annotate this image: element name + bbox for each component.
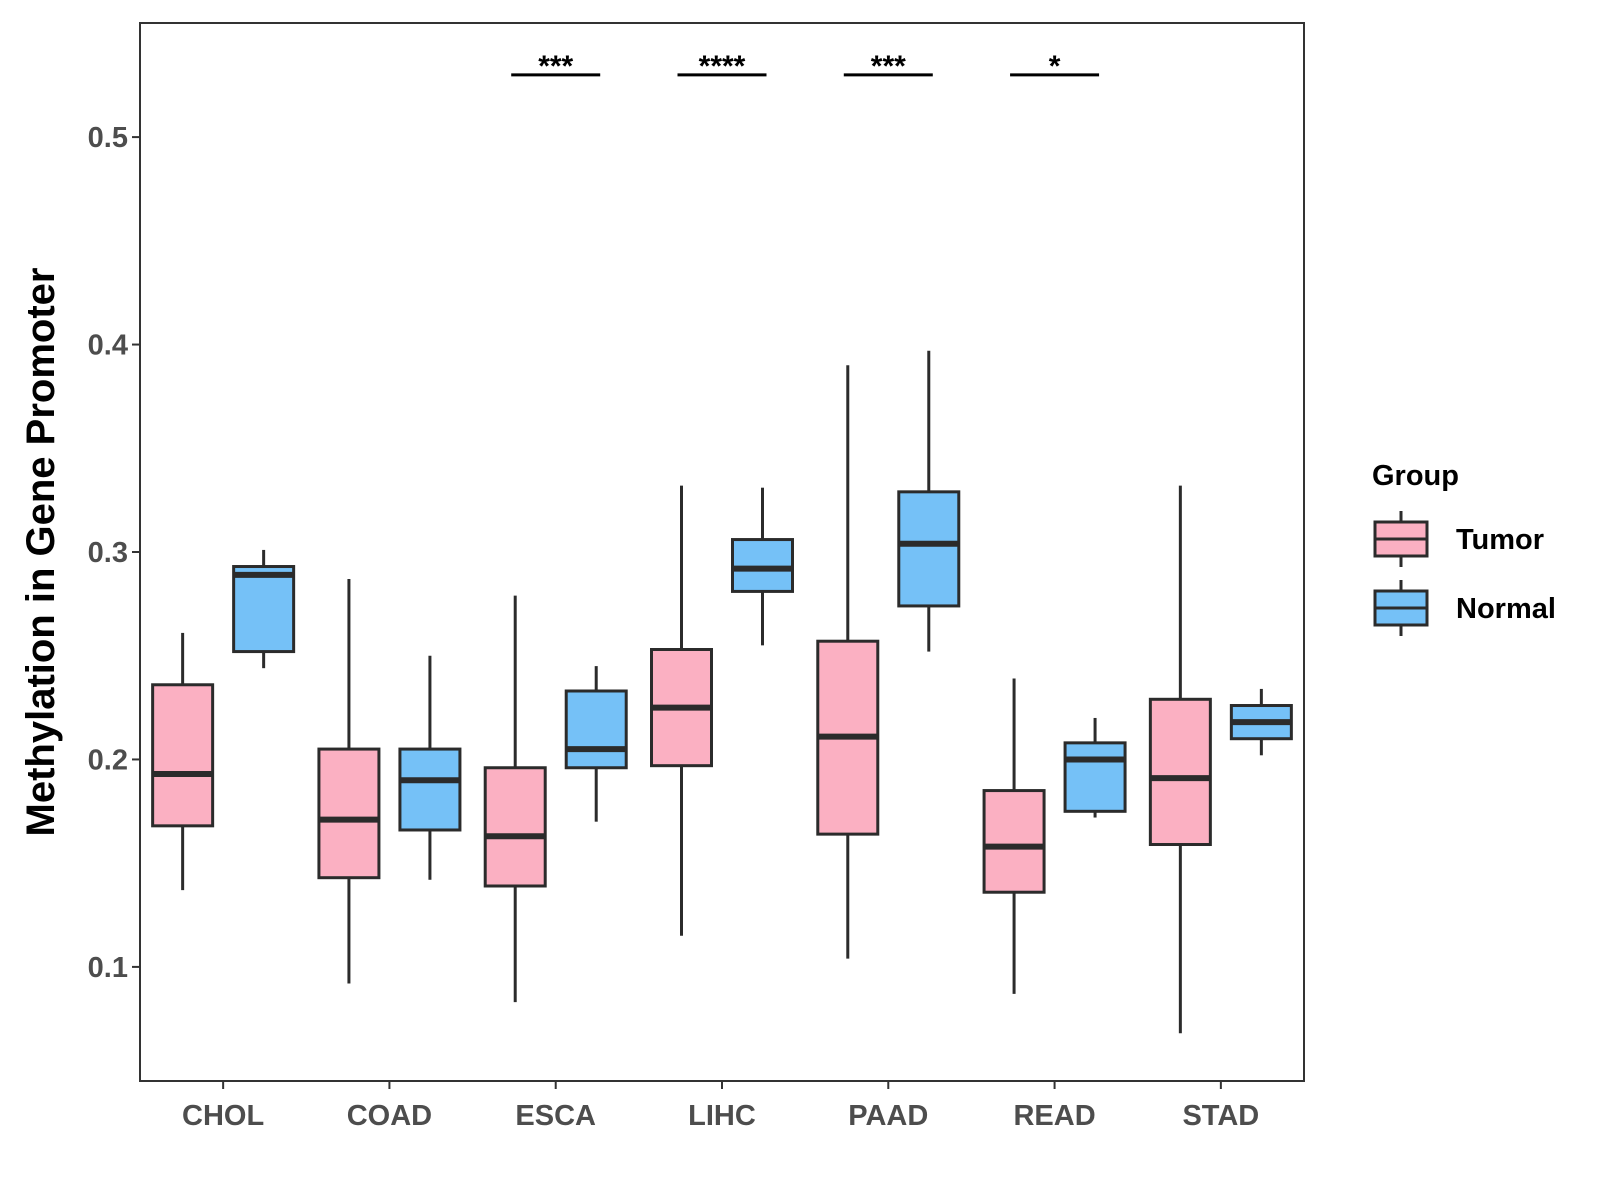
box-normal-coad [398, 655, 462, 880]
x-tick-label: READ [1013, 1100, 1095, 1132]
box-tumor-chol [151, 632, 215, 891]
box-normal-read [1063, 717, 1127, 818]
box-iqr [897, 490, 961, 608]
legend-label: Tumor [1456, 524, 1544, 556]
box-series [151, 350, 1293, 1034]
legend: Group Tumor Normal [1372, 460, 1556, 636]
x-tick-label: PAAD [848, 1100, 928, 1132]
box-tumor-paad [816, 365, 880, 959]
legend-label: Normal [1456, 593, 1556, 625]
y-tick-label: 0.1 [88, 952, 128, 984]
box-tumor-stad [1148, 485, 1212, 1034]
box-normal-chol [232, 549, 296, 669]
box-iqr [982, 789, 1046, 894]
box-iqr [564, 689, 628, 770]
significance-label: * [1049, 50, 1061, 83]
plot-panel-border [139, 22, 1305, 1082]
x-tick-label: COAD [347, 1100, 432, 1132]
legend-title: Group [1372, 460, 1459, 492]
legend-item-tumor: Tumor [1373, 511, 1544, 567]
x-tick-label: STAD [1182, 1100, 1259, 1132]
box-normal-paad [897, 350, 961, 652]
box-iqr [151, 683, 215, 828]
box-iqr [731, 538, 794, 593]
box-tumor-coad [317, 578, 381, 984]
box-iqr [1063, 741, 1127, 813]
box-tumor-esca [483, 595, 547, 1003]
significance-label: *** [871, 50, 906, 83]
y-tick-label: 0.4 [88, 330, 128, 362]
x-tick-label: LIHC [688, 1100, 756, 1132]
y-axis-title: Methylation in Gene Promoter [19, 268, 63, 837]
y-axis: 0.1 0.2 0.3 0.4 0.5 [88, 122, 140, 984]
box-normal-lihc [731, 487, 794, 646]
box-iqr [1148, 697, 1212, 847]
y-tick-label: 0.2 [88, 744, 128, 776]
significance-label: *** [538, 50, 573, 83]
box-iqr [317, 747, 381, 880]
x-tick-label: CHOL [182, 1100, 264, 1132]
box-tumor-read [982, 678, 1046, 994]
y-tick-label: 0.5 [88, 122, 128, 154]
box-normal-stad [1229, 688, 1293, 756]
box-iqr [232, 565, 296, 654]
box-normal-esca [564, 666, 628, 822]
box-tumor-lihc [650, 485, 713, 936]
y-tick-label: 0.3 [88, 537, 128, 569]
significance-label: **** [699, 50, 746, 83]
box-iqr [398, 747, 462, 832]
x-tick-label: ESCA [515, 1100, 596, 1132]
significance-annotations: *** **** *** * [511, 50, 1100, 83]
legend-item-normal: Normal [1373, 580, 1556, 636]
box-iqr [483, 766, 547, 888]
x-axis: CHOL COAD ESCA LIHC PAAD READ STAD [182, 1081, 1259, 1132]
